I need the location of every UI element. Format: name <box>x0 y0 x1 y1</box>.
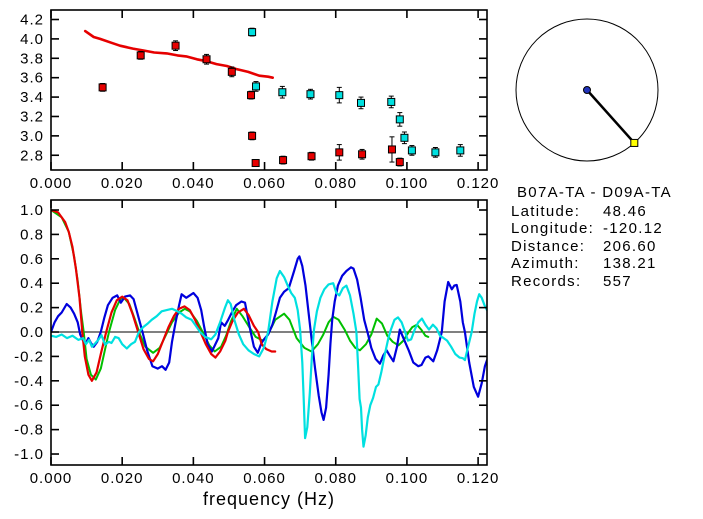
waveform-cyan-line <box>51 269 487 448</box>
waveform-blue-line <box>51 255 487 421</box>
square-marker <box>395 115 404 124</box>
azimuth-value: 138.21 <box>603 255 657 272</box>
y-tick-label: -0.2 <box>14 348 44 365</box>
square-marker <box>335 91 344 100</box>
distance-value: 206.60 <box>603 237 657 255</box>
latitude-label: Latitude: <box>511 202 581 220</box>
waveform-green-line <box>51 209 430 381</box>
square-marker <box>247 91 256 100</box>
square-marker <box>357 98 366 107</box>
square-marker <box>456 146 465 155</box>
y-tick-label: 3.4 <box>20 89 44 106</box>
y-tick-label: 0.0 <box>20 324 44 341</box>
measured-cyan-squares <box>248 27 465 158</box>
square-marker <box>248 28 257 37</box>
station-pair-title: B07A-TA - D09A-TA <box>517 184 672 201</box>
square-marker <box>171 41 180 50</box>
square-marker <box>202 55 211 64</box>
square-marker <box>400 133 409 142</box>
x-tick-label: 0.020 <box>101 470 144 487</box>
square-marker <box>278 88 287 97</box>
square-marker <box>98 83 107 92</box>
model-curve-line <box>83 29 275 79</box>
square-marker <box>227 67 236 76</box>
azimuth-circle <box>515 18 659 162</box>
x-tick-label: 0.000 <box>30 175 73 192</box>
y-tick-label: -0.4 <box>14 373 44 390</box>
y-tick-label: 0.2 <box>20 300 44 317</box>
center-station-dot <box>583 86 591 94</box>
x-tick-label: 0.120 <box>457 470 500 487</box>
records-value: 557 <box>603 272 632 290</box>
y-tick-label: 0.6 <box>20 251 44 268</box>
square-marker <box>387 97 396 106</box>
waveform-red-line <box>51 208 277 382</box>
y-tick-label: 0.4 <box>20 275 44 292</box>
square-marker <box>395 158 404 167</box>
y-tick-label: -1.0 <box>14 446 44 463</box>
y-tick-label: 0.8 <box>20 226 44 243</box>
y-tick-label: 3.0 <box>20 128 44 145</box>
y-tick-label: 4.2 <box>20 12 44 29</box>
x-tick-label: 0.080 <box>314 470 357 487</box>
square-marker <box>407 146 416 155</box>
y-tick-label: -0.8 <box>14 422 44 439</box>
records-label: Records: <box>511 272 582 290</box>
azimuth-line <box>586 89 636 144</box>
station-info-row-longitude: Longitude: -120.12 <box>511 220 701 238</box>
dispersion-plot: 0.000 0.020 0.040 0.060 0.080 0.100 0.120 2.8 3.… <box>20 9 500 192</box>
x-tick-label: 0.060 <box>243 175 286 192</box>
square-marker <box>307 152 316 161</box>
station-info-row-azimuth: Azimuth: 138.21 <box>511 255 701 273</box>
longitude-value: -120.12 <box>603 220 663 237</box>
distance-label: Distance: <box>511 237 586 255</box>
measured-red-squares <box>98 40 404 168</box>
square-marker <box>279 156 288 165</box>
longitude-label: Longitude: <box>511 220 595 237</box>
square-marker <box>335 148 344 157</box>
y-tick-label: -0.6 <box>14 397 44 414</box>
x-tick-label: 0.100 <box>386 175 429 192</box>
y-tick-label: 3.6 <box>20 70 44 87</box>
y-tick-label: 4.0 <box>20 31 44 48</box>
x-tick-label: 0.020 <box>101 175 144 192</box>
station-info-row-distance: Distance: 206.60 <box>511 238 701 256</box>
plot-border <box>50 9 488 171</box>
square-marker <box>387 145 396 154</box>
square-marker <box>252 82 261 91</box>
y-tick-label: 3.2 <box>20 108 44 125</box>
azimuth-label: Azimuth: <box>511 255 580 272</box>
square-marker <box>136 51 145 60</box>
y-tick-label: 2.8 <box>20 147 44 164</box>
azimuth-panel <box>515 18 659 162</box>
station-info-row-records: Records: 557 <box>511 273 701 291</box>
latitude-value: 48.46 <box>603 202 648 220</box>
x-tick-label: 0.040 <box>172 175 215 192</box>
square-marker <box>251 159 260 168</box>
y-tick-label: 3.8 <box>20 50 44 67</box>
square-marker <box>358 150 367 159</box>
station-info-panel: B07A-TA - D09A-TA Latitude: 48.46 Longitu… <box>511 184 701 290</box>
square-marker <box>306 90 315 99</box>
x-tick-label: 0.000 <box>30 470 73 487</box>
x-axis-title: frequency (Hz) <box>203 489 335 509</box>
x-tick-label: 0.100 <box>386 470 429 487</box>
y-tick-label: 1.0 <box>20 202 44 219</box>
x-tick-label: 0.120 <box>457 175 500 192</box>
remote-station-marker <box>630 138 639 147</box>
square-marker <box>431 148 440 157</box>
x-tick-label: 0.060 <box>243 470 286 487</box>
x-tick-label: 0.040 <box>172 470 215 487</box>
waveform-plot: 0.000 0.020 0.040 0.060 0.080 0.100 0.120 -1.0 -… <box>14 199 500 509</box>
station-info-row-latitude: Latitude: 48.46 <box>511 203 701 221</box>
square-marker <box>248 131 257 140</box>
x-tick-label: 0.080 <box>314 175 357 192</box>
